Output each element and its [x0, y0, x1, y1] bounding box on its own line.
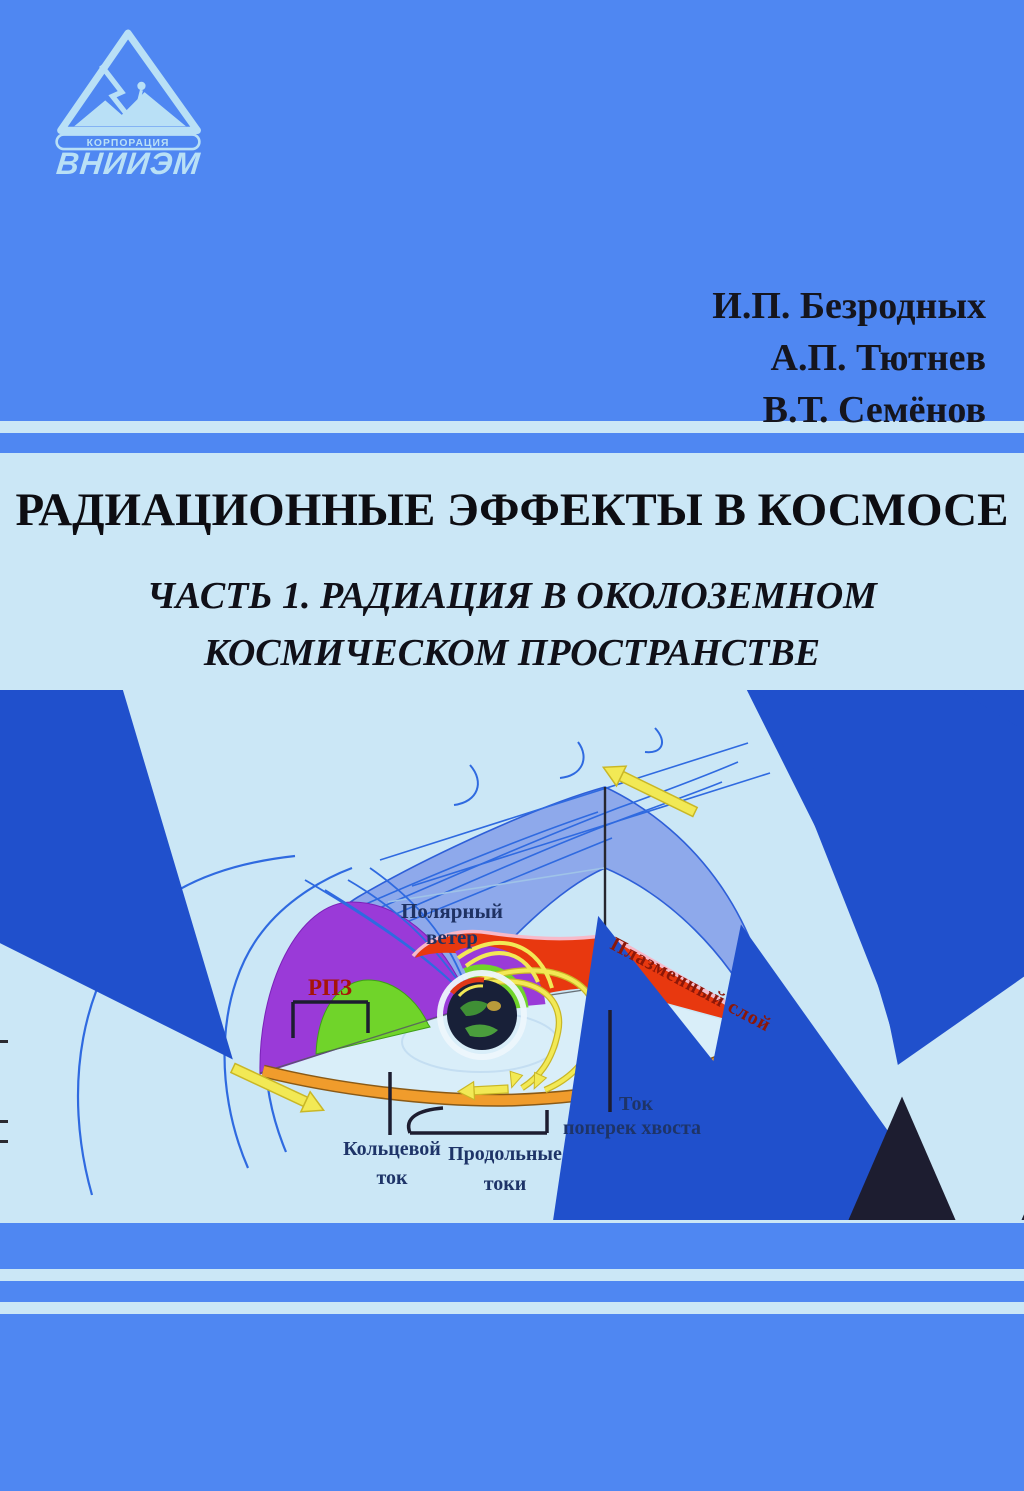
logo-org-name: ВНИИЭМ	[55, 146, 203, 178]
rpz-label: РПЗ	[308, 975, 352, 1000]
logo-mountain	[74, 92, 186, 127]
polar-wind-label-line2: ветер	[426, 925, 478, 949]
author-line: И.П. Безродных	[712, 285, 986, 327]
edge-tick	[0, 1120, 8, 1123]
tail-current-label-line1: Ток	[619, 1093, 653, 1115]
polar-wind-label-line1: Полярный	[401, 899, 503, 923]
field-aligned-label-line1: Продольные	[448, 1143, 562, 1165]
book-subtitle: ЧАСТЬ 1. РАДИАЦИЯ В ОКОЛОЗЕМНОМ КОСМИЧЕС…	[0, 568, 1024, 682]
ring-current-label-line1: Кольцевой	[343, 1138, 441, 1160]
bottom-blue-field	[0, 1314, 1024, 1491]
flow-loop-arcs	[453, 727, 664, 806]
radiation-belt-dome	[315, 979, 431, 1055]
faint-field-line	[387, 867, 605, 903]
subtitle-line-1: ЧАСТЬ 1. РАДИАЦИЯ В ОКОЛОЗЕМНОМ	[147, 575, 877, 617]
polar-wind-fan	[304, 867, 467, 992]
auroral-arc	[450, 977, 485, 995]
field-aligned-label-line2: токи	[484, 1173, 527, 1195]
auroral-arc	[457, 984, 484, 998]
top-accent-stripe	[0, 433, 1024, 453]
logo-triangle	[57, 29, 201, 135]
earth	[437, 970, 527, 1060]
annotation-arrows	[291, 1000, 612, 1135]
logo-climber-body	[136, 89, 147, 105]
earth-continent	[460, 1000, 488, 1016]
book-title: РАДИАЦИОННЫЕ ЭФФЕКТЫ В КОСМОСЕ	[15, 484, 1009, 536]
ring-current-label-line2: ток	[376, 1167, 408, 1189]
authors-block: И.П. Безродных А.П. Тютнев В.Т. Семёнов	[712, 280, 986, 436]
vniiem-logo: КОРПОРАЦИЯ ВНИИЭМ	[55, 29, 203, 178]
earth-continent	[465, 1024, 498, 1038]
edge-tick	[0, 1140, 8, 1143]
earth-globe	[447, 980, 517, 1050]
logo-lightning-icon	[99, 63, 135, 123]
magnetosphere-diagram: Полярный ветер РПЗ Плазменный слой Кольц…	[0, 690, 1024, 1220]
author-line: А.П. Тютнев	[770, 337, 986, 379]
author-line: В.Т. Семёнов	[762, 389, 986, 431]
earth-halo	[437, 970, 527, 1060]
magnetosphere-arch	[455, 945, 546, 1007]
bottom-stripe-1	[0, 1223, 1024, 1269]
plasma-sheet-trim	[411, 929, 771, 1030]
earth-continent	[487, 1001, 501, 1011]
logo-climber	[137, 81, 146, 91]
edge-tick	[0, 1040, 8, 1043]
bottom-stripe-2	[0, 1281, 1024, 1302]
logo-corporation-label: КОРПОРАЦИЯ	[87, 138, 170, 149]
top-blue-field	[0, 0, 1024, 421]
tail-current-label-line2: поперек хвоста	[563, 1117, 701, 1139]
subtitle-line-2: КОСМИЧЕСКОМ ПРОСТРАНСТВЕ	[203, 632, 821, 674]
logo-lozenge	[55, 133, 201, 151]
